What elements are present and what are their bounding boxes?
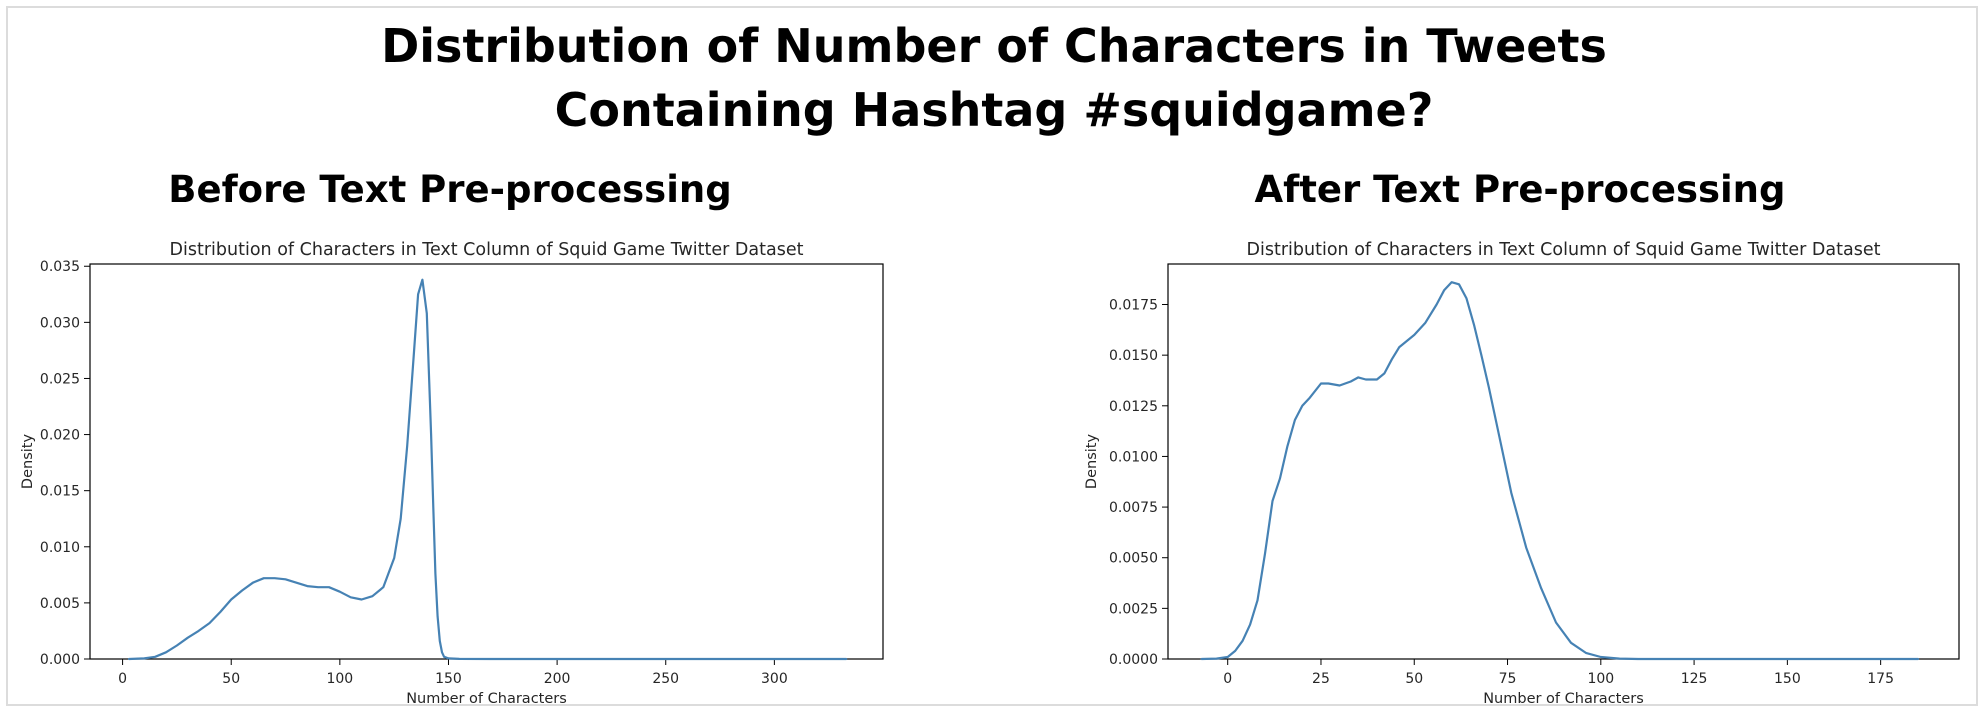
figure-title: Distribution of Number of Characters in … <box>0 14 1988 142</box>
y-tick-label: 0.030 <box>40 315 80 331</box>
x-tick-label: 50 <box>1405 671 1423 687</box>
x-tick-label: 125 <box>1681 671 1708 687</box>
x-tick-label: 100 <box>326 671 353 687</box>
left-panel-heading: Before Text Pre-processing <box>168 168 732 211</box>
x-axis-label: Number of Characters <box>406 691 567 707</box>
plot-frame <box>89 263 884 660</box>
x-tick-label: 300 <box>761 671 788 687</box>
y-tick-label: 0.0150 <box>1109 348 1158 364</box>
y-tick-label: 0.000 <box>40 652 80 668</box>
x-tick-label: 150 <box>1774 671 1801 687</box>
y-tick-label: 0.0000 <box>1109 652 1158 668</box>
x-tick-label: 50 <box>222 671 240 687</box>
y-tick-label: 0.010 <box>40 540 80 556</box>
x-tick-label: 0 <box>1223 671 1232 687</box>
y-tick-label: 0.0125 <box>1109 399 1158 415</box>
x-tick-label: 200 <box>544 671 571 687</box>
chart-before-preprocessing: Distribution of Characters in Text Colum… <box>20 240 884 707</box>
figure-title-line-1: Distribution of Number of Characters in … <box>381 19 1607 73</box>
y-tick-label: 0.0075 <box>1109 500 1158 516</box>
x-tick-label: 150 <box>435 671 462 687</box>
x-tick-label: 0 <box>118 671 127 687</box>
y-tick-label: 0.0025 <box>1109 601 1158 617</box>
chart-title: Distribution of Characters in Text Colum… <box>170 240 804 260</box>
density-line <box>1200 281 1920 661</box>
x-tick-label: 75 <box>1499 671 1517 687</box>
y-axis-label: Density <box>1084 434 1100 490</box>
x-tick-label: 25 <box>1312 671 1330 687</box>
x-axis-label: Number of Characters <box>1483 691 1644 707</box>
x-tick-label: 250 <box>652 671 679 687</box>
y-tick-label: 0.015 <box>40 484 80 500</box>
y-tick-label: 0.020 <box>40 428 80 444</box>
y-axis-label: Density <box>20 434 36 490</box>
y-tick-label: 0.005 <box>40 596 80 612</box>
y-tick-label: 0.025 <box>40 371 80 387</box>
chart-title: Distribution of Characters in Text Colum… <box>1247 240 1881 260</box>
density-line <box>128 278 848 661</box>
y-tick-label: 0.0050 <box>1109 551 1158 567</box>
right-panel-heading: After Text Pre-processing <box>1254 168 1786 211</box>
x-tick-label: 175 <box>1867 671 1894 687</box>
y-tick-label: 0.0175 <box>1109 298 1158 314</box>
y-tick-label: 0.0100 <box>1109 449 1158 465</box>
plot-frame <box>1167 263 1960 660</box>
y-tick-label: 0.035 <box>40 259 80 275</box>
figure-title-line-2: Containing Hashtag #squidgame? <box>554 83 1434 137</box>
x-tick-label: 100 <box>1587 671 1614 687</box>
chart-after-preprocessing: Distribution of Characters in Text Colum… <box>1084 240 1960 707</box>
